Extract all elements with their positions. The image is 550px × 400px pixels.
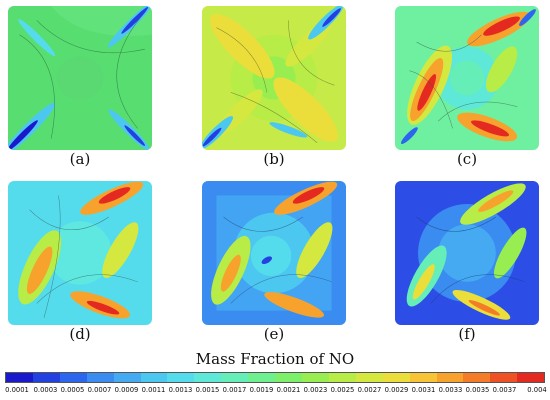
panel-label-e: (e) <box>263 325 285 343</box>
colorbar-tick-label: 0.0011 <box>141 386 166 394</box>
colorbar-swatch <box>328 373 356 382</box>
contour-panel-f <box>395 181 539 325</box>
colorbar-tick-label: 0.0017 <box>222 386 247 394</box>
contour-panel-d <box>8 181 152 325</box>
colorbar-swatch <box>275 373 302 382</box>
colorbar-swatch <box>167 373 195 382</box>
colorbar-tick-label: 0.0025 <box>330 386 355 394</box>
colorbar-swatch <box>86 373 114 382</box>
contour-panel-b <box>202 6 346 150</box>
colorbar-swatch <box>194 373 222 382</box>
colorbar-swatch <box>382 373 410 382</box>
panel-label-c: (c) <box>456 150 478 168</box>
panel-label-b: (b) <box>263 150 285 168</box>
colorbar-tick-label: 0.0013 <box>168 386 193 394</box>
colorbar-swatch <box>409 373 437 382</box>
colorbar-swatch <box>355 373 383 382</box>
colorbar-tick-label: 0.0015 <box>195 386 220 394</box>
colorbar-tick-label: 0.004 <box>527 386 547 394</box>
panel-label-a: (a) <box>69 150 91 168</box>
panel-label-d: (d) <box>69 325 91 343</box>
colorbar-tick-label: 0.0037 <box>492 386 517 394</box>
colorbar-swatch <box>140 373 168 382</box>
colorbar-swatch <box>221 373 249 382</box>
colorbar-swatch <box>301 373 329 382</box>
colorbar-tick-label: 0.0021 <box>276 386 301 394</box>
colorbar-tick-label: 0.0035 <box>465 386 490 394</box>
colorbar-tick-label: 0.0033 <box>438 386 463 394</box>
colorbar-swatch <box>463 373 491 382</box>
colorbar-swatch <box>248 373 276 382</box>
colorbar-tick-label: 0.0023 <box>303 386 328 394</box>
colorbar-title: Mass Fraction of NO <box>195 350 355 368</box>
colorbar-swatch <box>6 373 33 382</box>
colorbar-tick-label: 0.0007 <box>87 386 112 394</box>
contour-panel-a <box>8 6 152 150</box>
colorbar <box>5 372 545 383</box>
colorbar-swatch <box>436 373 464 382</box>
colorbar-tick-label: 0.0029 <box>384 386 409 394</box>
colorbar-swatch <box>517 373 545 382</box>
colorbar-tick-label: 0.0031 <box>411 386 436 394</box>
colorbar-tick-label: 0.0019 <box>249 386 274 394</box>
contour-panel-c <box>395 6 539 150</box>
colorbar-ticks: 0.0001 0.0003 0.0005 0.0007 0.0009 0.0011 0.00… <box>5 386 547 398</box>
colorbar-swatch <box>59 373 87 382</box>
contour-panel-e <box>202 181 346 325</box>
colorbar-tick-label: 0.0009 <box>114 386 139 394</box>
colorbar-swatch <box>490 373 518 382</box>
colorbar-tick-label: 0.0003 <box>33 386 58 394</box>
colorbar-tick-label: 0.0001 <box>5 386 29 394</box>
colorbar-swatch <box>113 373 141 382</box>
colorbar-tick-label: 0.0005 <box>60 386 85 394</box>
colorbar-swatch <box>32 373 60 382</box>
panel-label-f: (f) <box>458 325 476 343</box>
colorbar-tick-label: 0.0027 <box>357 386 382 394</box>
